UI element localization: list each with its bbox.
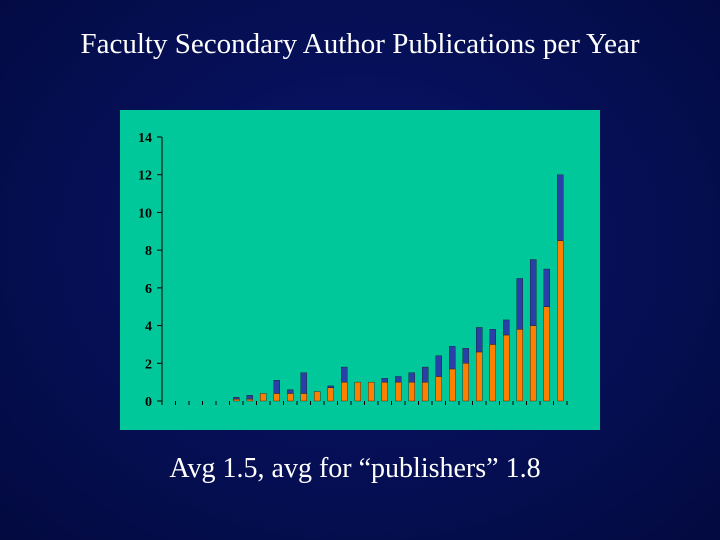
bar-segment-lower: [462, 363, 469, 402]
bar-segment-upper: [233, 397, 240, 400]
y-tick-label: 10: [138, 206, 152, 221]
slide-caption: Avg 1.5, avg for “publishers” 1.8: [169, 453, 541, 484]
bar-segment-upper: [408, 372, 415, 383]
bar-segment-lower: [557, 240, 564, 402]
bar-segment-upper: [327, 385, 334, 388]
y-tick-label: 0: [145, 395, 152, 410]
bar-segment-upper: [435, 355, 442, 377]
bar-segment-lower: [368, 381, 375, 402]
bar-segment-upper: [476, 327, 483, 353]
bar-segment-lower: [354, 381, 361, 402]
bar-segment-lower: [327, 387, 334, 402]
bar-segment-lower: [341, 381, 348, 402]
bar-segment-upper: [462, 347, 469, 364]
bar-segment-lower: [489, 344, 496, 402]
bar-segment-upper: [381, 378, 388, 383]
bar-segment-lower: [530, 325, 537, 402]
bar-segment-lower: [260, 393, 267, 402]
y-tick-label: 12: [138, 169, 152, 184]
bar-segment-upper: [287, 389, 294, 394]
bar-segment-lower: [300, 393, 307, 402]
slide-title: Faculty Secondary Author Publications pe…: [80, 28, 640, 60]
bar-segment-upper: [503, 319, 510, 336]
bar-segment-upper: [273, 380, 280, 394]
y-tick-label: 14: [138, 131, 152, 146]
bar-segment-lower: [435, 376, 442, 402]
bar-segment-upper: [489, 329, 496, 345]
bar-segment-lower: [273, 393, 280, 402]
bar-segment-lower: [314, 391, 321, 402]
stacked-bar-chart: 0 2 4 6 8 10 12 14: [138, 131, 568, 410]
y-tick-label: 4: [145, 320, 152, 335]
bar-segment-lower: [516, 329, 523, 402]
bar-segment-upper: [341, 366, 348, 383]
bar-segment-lower: [395, 381, 402, 402]
bar-segment-lower: [246, 398, 253, 402]
bar-segment-lower: [422, 381, 429, 402]
bar-segment-upper: [543, 268, 550, 307]
bar-segment-lower: [449, 368, 456, 402]
y-tick-label: 2: [145, 357, 152, 372]
bar-segment-lower: [476, 351, 483, 402]
bar-segment-upper: [530, 259, 537, 326]
bar-segment-upper: [516, 278, 523, 330]
bar-segment-upper: [395, 376, 402, 383]
bar-segment-lower: [233, 398, 240, 402]
bar-segment-lower: [408, 381, 415, 402]
chart-panel: 0 2 4 6 8 10 12 14: [120, 110, 600, 430]
bar-segment-lower: [381, 381, 388, 402]
bar-segment-lower: [543, 306, 550, 402]
bar-segment-upper: [246, 395, 253, 400]
bar-segment-upper: [449, 346, 456, 370]
bar-segment-upper: [557, 174, 564, 241]
bar-segment-upper: [300, 372, 307, 394]
bar-segment-lower: [503, 334, 510, 402]
bar-segment-upper: [422, 366, 429, 383]
y-tick-label: 8: [145, 244, 152, 259]
y-tick-label: 6: [145, 282, 152, 297]
bar-segment-lower: [287, 393, 294, 402]
